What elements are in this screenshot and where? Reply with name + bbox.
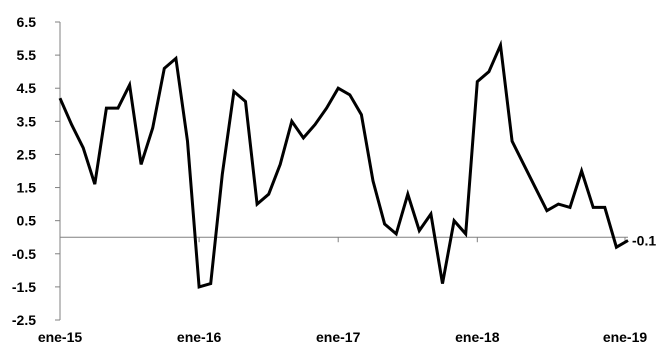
series-line <box>58 39 629 289</box>
y-tick-label: 4.5 <box>17 80 37 96</box>
y-tick-label: 3.5 <box>17 113 37 129</box>
y-tick-label: -2.5 <box>12 312 36 328</box>
x-tick-label: ene-17 <box>316 329 361 345</box>
x-tick-label: ene-16 <box>177 329 222 345</box>
y-tick-label: -0.5 <box>12 246 36 262</box>
y-axis-ticks: 6.5 5.5 4.5 3.5 2.5 1.5 0.5 -0.5 -1.5 -2.5 <box>12 14 60 328</box>
y-tick-label: 6.5 <box>17 14 37 30</box>
x-tick-label: ene-15 <box>38 329 83 345</box>
x-tick-label: ene-19 <box>603 329 648 345</box>
y-tick-label: -1.5 <box>12 279 36 295</box>
y-tick-label: 5.5 <box>17 47 37 63</box>
last-value-label: -0.1 <box>632 233 656 249</box>
x-axis-ticks: ene-15 ene-16 ene-17 ene-18 ene-19 <box>38 237 648 345</box>
y-tick-label: 0.5 <box>17 213 37 229</box>
y-tick-label: 2.5 <box>17 146 37 162</box>
x-tick-label: ene-18 <box>455 329 500 345</box>
y-tick-label: 1.5 <box>17 180 37 196</box>
